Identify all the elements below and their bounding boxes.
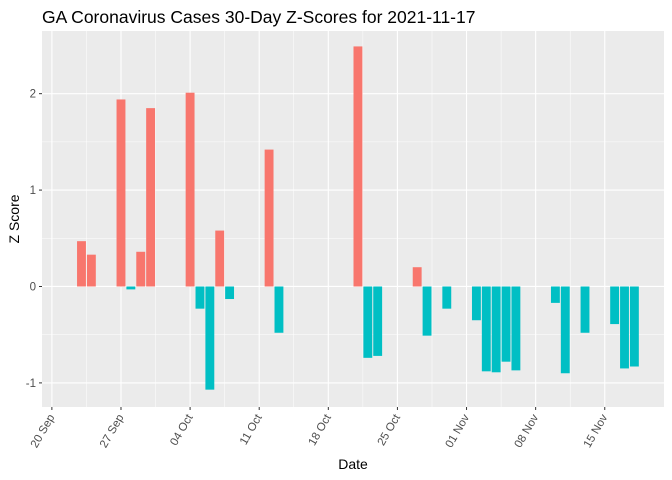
bar — [215, 230, 225, 287]
bar — [225, 286, 235, 300]
bar — [550, 286, 560, 303]
bar — [471, 286, 481, 321]
plot-panel — [42, 31, 664, 407]
y-tick-label: -1 — [26, 378, 36, 390]
y-axis-title: Z Score — [6, 194, 22, 243]
bars — [77, 46, 639, 390]
y-axis: -1 0 1 2 — [26, 89, 42, 390]
bar — [86, 254, 96, 287]
bar — [501, 286, 511, 362]
bar — [353, 46, 363, 287]
bar — [274, 286, 284, 333]
bar — [629, 286, 639, 367]
bar — [195, 286, 205, 309]
bar — [136, 251, 146, 287]
bar — [442, 286, 452, 309]
bar — [373, 286, 383, 356]
bar — [481, 286, 491, 372]
bar — [116, 99, 126, 287]
bar — [610, 286, 620, 325]
y-tick-label: 2 — [30, 89, 36, 101]
bar — [77, 241, 86, 287]
chart-title: GA Coronavirus Cases 30-Day Z-Scores for… — [42, 7, 475, 27]
bar — [620, 286, 629, 369]
bar — [126, 286, 136, 290]
bar — [205, 286, 215, 390]
bar — [560, 286, 570, 374]
y-tick-label: 0 — [30, 281, 36, 293]
bar — [580, 286, 590, 333]
y-tick-label: 1 — [30, 185, 36, 197]
bar — [363, 286, 373, 358]
bar — [264, 149, 274, 287]
bar — [185, 92, 195, 287]
bar — [511, 286, 521, 371]
bar — [491, 286, 501, 373]
x-axis-title: Date — [338, 456, 368, 472]
bar — [422, 286, 432, 336]
bar — [412, 267, 422, 287]
bar — [146, 108, 156, 287]
